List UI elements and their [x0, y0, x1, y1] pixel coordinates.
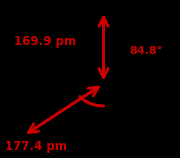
Text: 169.9 pm: 169.9 pm [14, 35, 76, 48]
Text: 84.8°: 84.8° [130, 46, 163, 56]
Text: 177.4 pm: 177.4 pm [5, 140, 67, 153]
